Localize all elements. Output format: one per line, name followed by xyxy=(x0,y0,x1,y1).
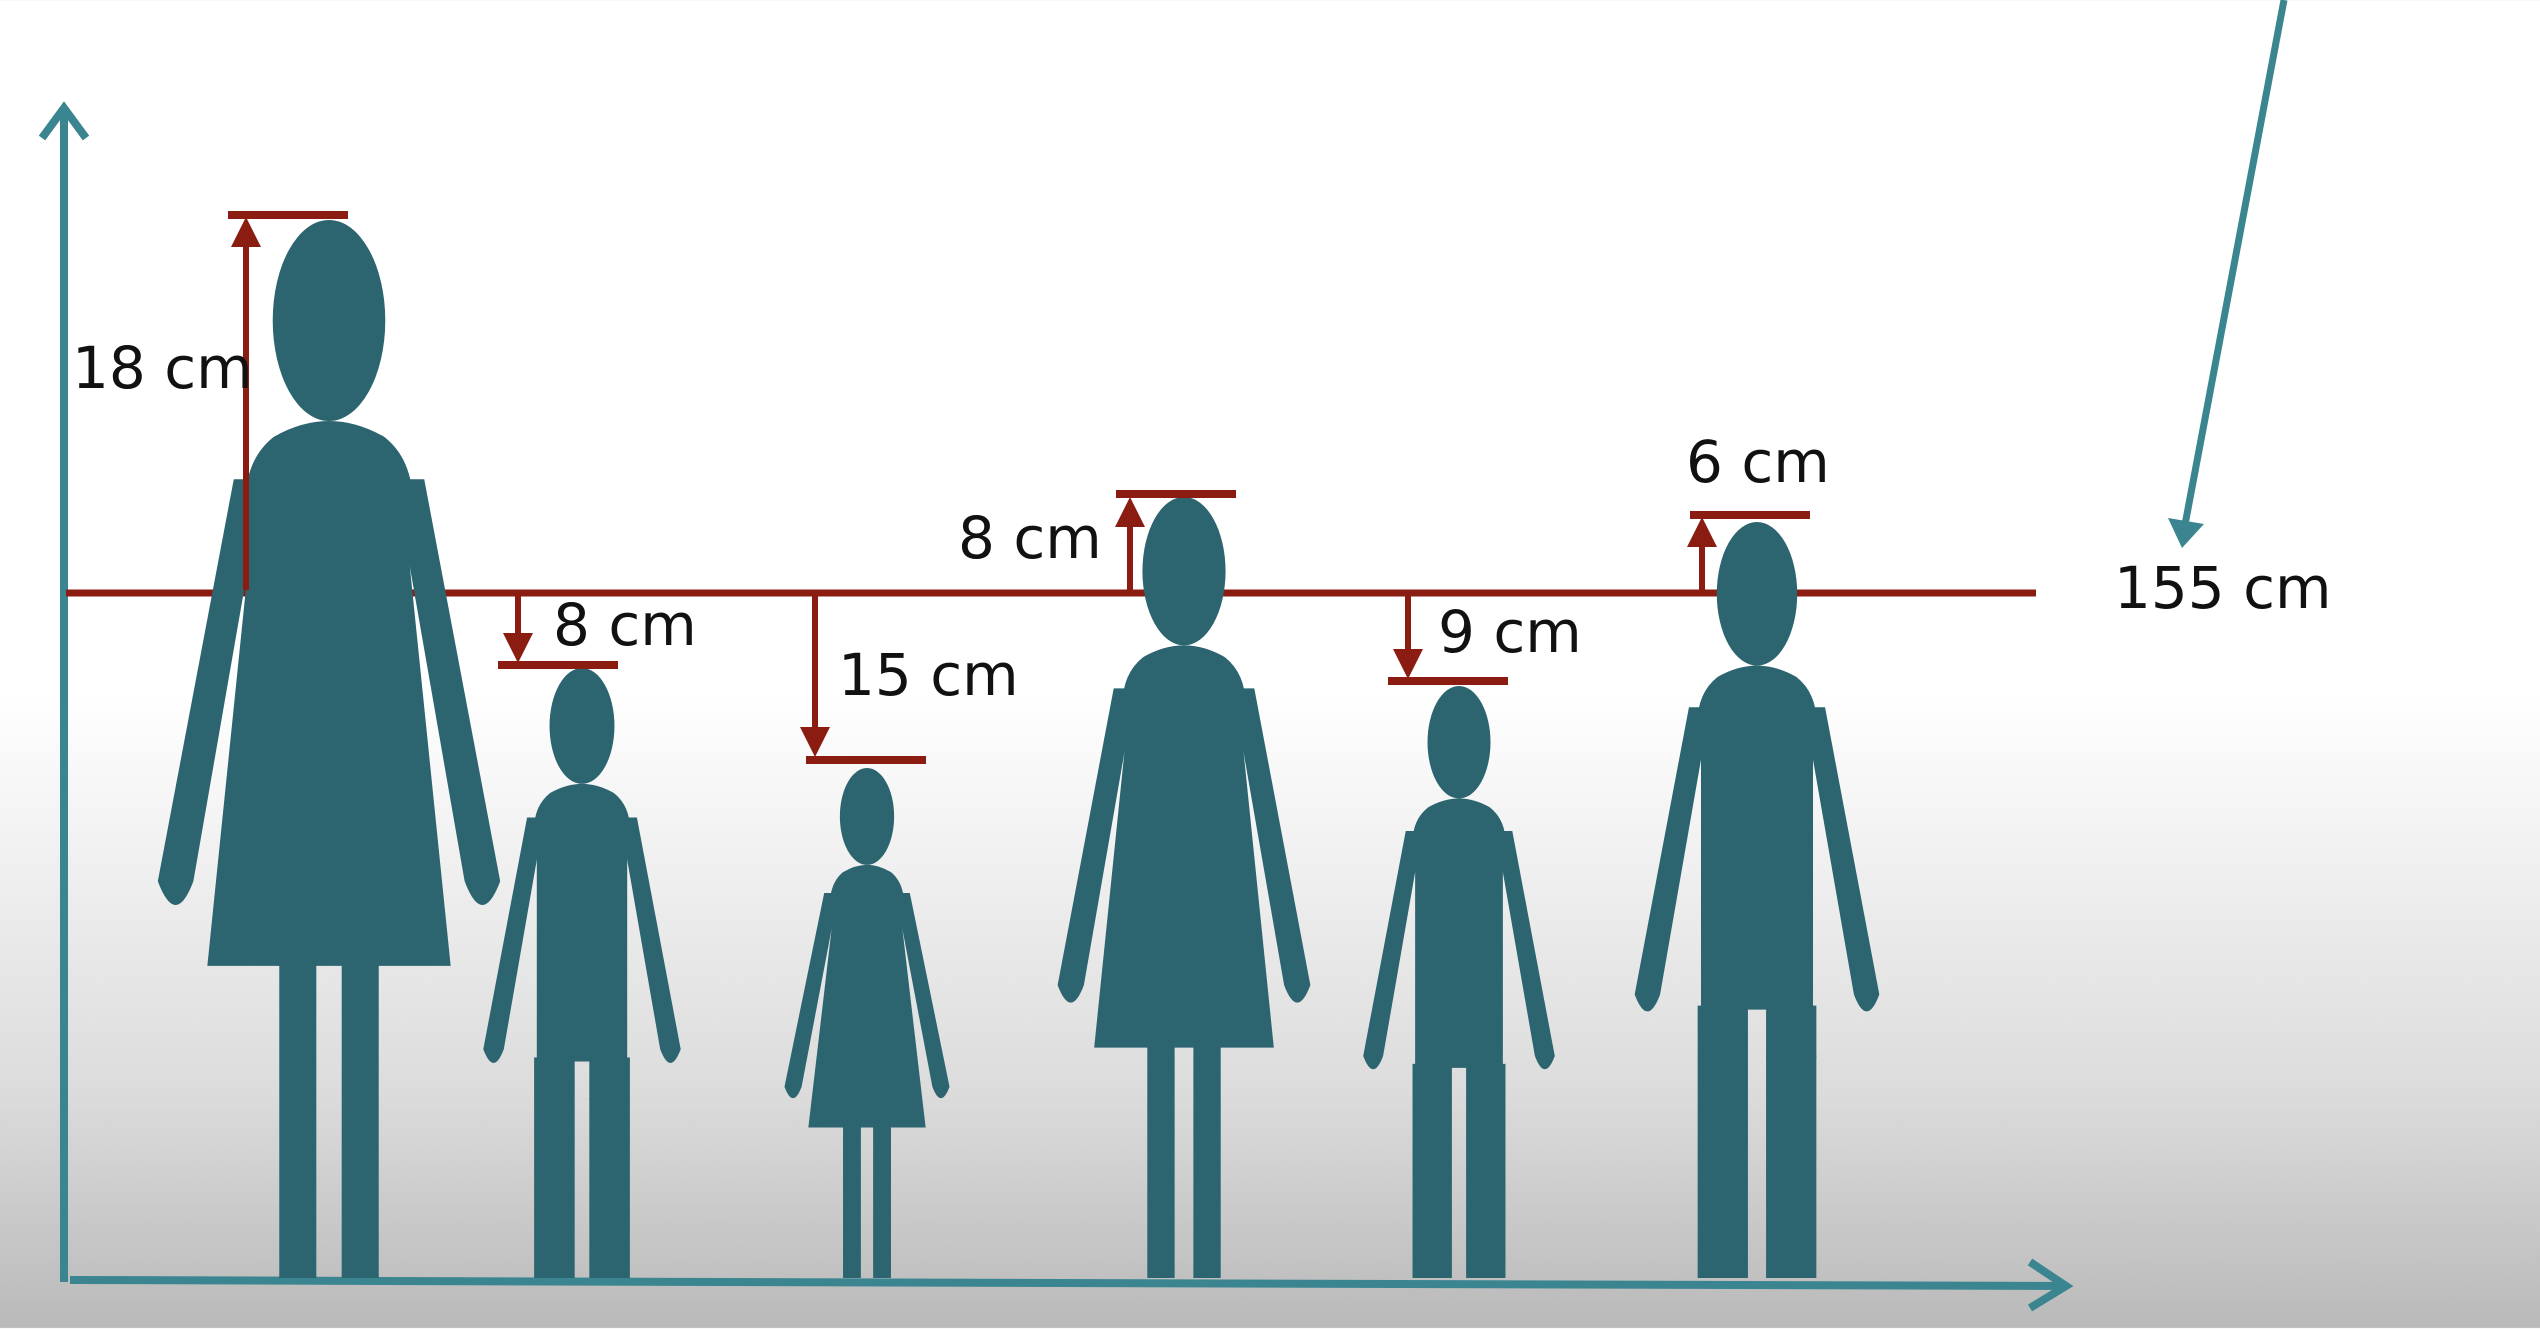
figure-leg xyxy=(589,1057,630,1101)
figure-dress xyxy=(1094,645,1274,1048)
reference-pointer-arrow xyxy=(2180,0,2288,531)
y-axis-arrowhead xyxy=(38,101,90,141)
figure-leg xyxy=(1412,1063,1452,1278)
figure-leg xyxy=(1766,1005,1817,1059)
figure-arm xyxy=(1232,688,1311,1003)
figure-leg xyxy=(1466,1103,1506,1278)
reference-pointer-head xyxy=(2168,518,2204,548)
figure-leg xyxy=(534,1057,575,1278)
figure-leg xyxy=(1147,1045,1175,1278)
marker-4: 8 cm xyxy=(958,490,1236,590)
figure-arm xyxy=(1495,831,1555,1070)
figure-arm xyxy=(1634,707,1711,1012)
reference-label: 155 cm xyxy=(2114,554,2332,622)
figure-leg xyxy=(279,963,317,1278)
x-axis xyxy=(69,1276,2061,1290)
figure-arm xyxy=(483,817,545,1063)
figure-arm xyxy=(1803,707,1880,1012)
marker-label: 9 cm xyxy=(1438,598,1582,666)
figure-man xyxy=(1634,522,1880,1278)
figure-arm xyxy=(1363,831,1423,1070)
figure-arm xyxy=(157,479,264,905)
figure-woman xyxy=(157,220,501,1278)
figure-leg xyxy=(341,963,379,1278)
figure-arm xyxy=(1057,688,1136,1003)
figure-head xyxy=(549,668,615,784)
marker-6: 6 cm xyxy=(1686,428,1830,590)
figure-boy xyxy=(1363,686,1555,1278)
figure-head xyxy=(1716,522,1798,666)
marker-label: 15 cm xyxy=(838,641,1019,709)
figure-torso xyxy=(533,783,631,1062)
figure-leg xyxy=(1697,1005,1748,1278)
figures xyxy=(157,220,1880,1278)
figure-dress xyxy=(207,421,451,966)
marker-label: 18 cm xyxy=(72,334,253,402)
marker-3: 15 cm xyxy=(800,596,1019,764)
figure-torso xyxy=(1697,665,1817,1010)
figure-leg xyxy=(843,1125,861,1278)
axes xyxy=(38,101,2074,1312)
figure-arm xyxy=(895,892,950,1099)
figure-girl xyxy=(784,768,950,1278)
figure-arm xyxy=(619,817,681,1063)
figure-torso xyxy=(1412,798,1506,1068)
marker-label: 8 cm xyxy=(553,591,697,659)
figure-head xyxy=(272,220,386,422)
figure-leg xyxy=(873,1125,891,1278)
figure-arm xyxy=(784,892,839,1099)
figure-leg xyxy=(1766,1054,1817,1278)
figure-head xyxy=(839,768,895,865)
figure-leg xyxy=(1466,1063,1506,1106)
figure-leg xyxy=(1193,1045,1221,1278)
marker-2: 8 cm xyxy=(498,591,697,669)
figure-leg xyxy=(589,1098,630,1278)
figure-arm xyxy=(394,479,501,905)
figure-dress xyxy=(808,864,926,1128)
figure-woman xyxy=(1057,497,1311,1278)
difference-markers: 18 cm 8 cm 15 cm 8 cm 9 cm 6 cm xyxy=(72,211,1830,764)
figure-head xyxy=(1142,497,1226,646)
marker-1: 18 cm xyxy=(72,211,348,590)
figure-head xyxy=(1427,686,1491,799)
marker-5: 9 cm xyxy=(1388,596,1582,685)
x-axis-arrowhead xyxy=(2027,1258,2074,1312)
marker-label: 6 cm xyxy=(1686,428,1830,496)
marker-label: 8 cm xyxy=(958,504,1102,572)
figure-boy xyxy=(483,668,681,1278)
